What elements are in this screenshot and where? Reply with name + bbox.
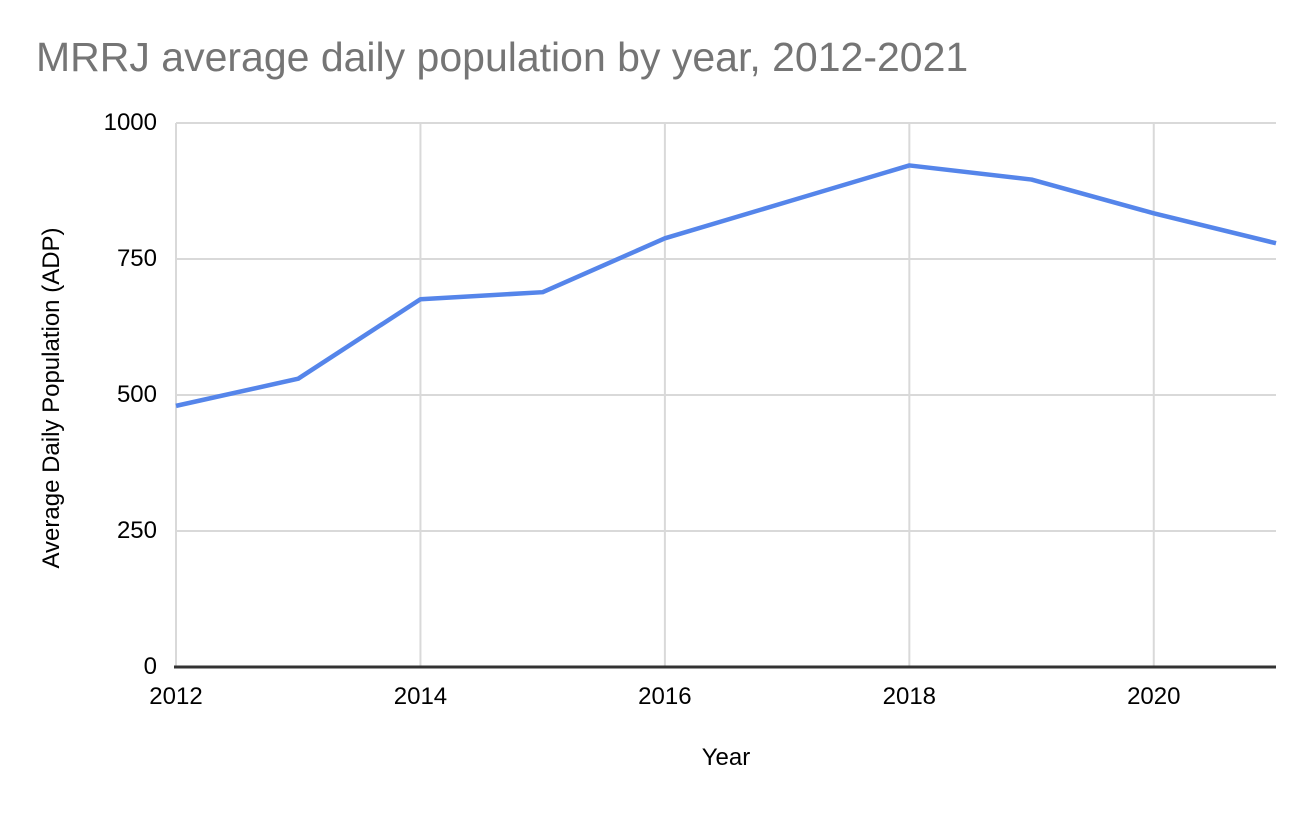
y-tick-label: 750 — [116, 245, 157, 272]
x-tick-label: 2012 — [149, 683, 203, 710]
x-tick-label: 2016 — [638, 683, 692, 710]
x-tick-label: 2020 — [1127, 683, 1181, 710]
x-tick-label: 2014 — [393, 683, 448, 710]
x-tick-label: 2018 — [882, 683, 937, 710]
y-tick-label: 1000 — [103, 109, 157, 136]
data-line-series-0 — [175, 163, 1277, 409]
y-tick-label: 500 — [116, 381, 157, 408]
x-axis-title: Year — [701, 744, 751, 771]
y-tick-label: 250 — [116, 517, 157, 544]
chart-title: MRRJ average daily population by year, 2… — [36, 34, 969, 80]
y-tick-label: 0 — [143, 653, 157, 680]
